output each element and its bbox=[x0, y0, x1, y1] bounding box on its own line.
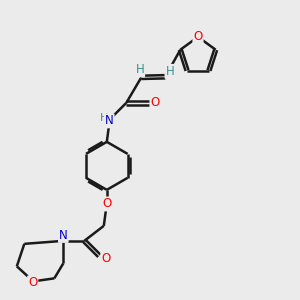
Text: O: O bbox=[28, 276, 37, 290]
Text: N: N bbox=[105, 114, 114, 128]
Text: O: O bbox=[102, 197, 111, 211]
Text: H: H bbox=[100, 112, 109, 123]
Text: H: H bbox=[135, 63, 144, 76]
Text: O: O bbox=[194, 30, 202, 44]
Text: O: O bbox=[151, 96, 160, 110]
Text: N: N bbox=[59, 229, 68, 242]
Text: H: H bbox=[165, 65, 174, 78]
Text: O: O bbox=[101, 252, 110, 266]
